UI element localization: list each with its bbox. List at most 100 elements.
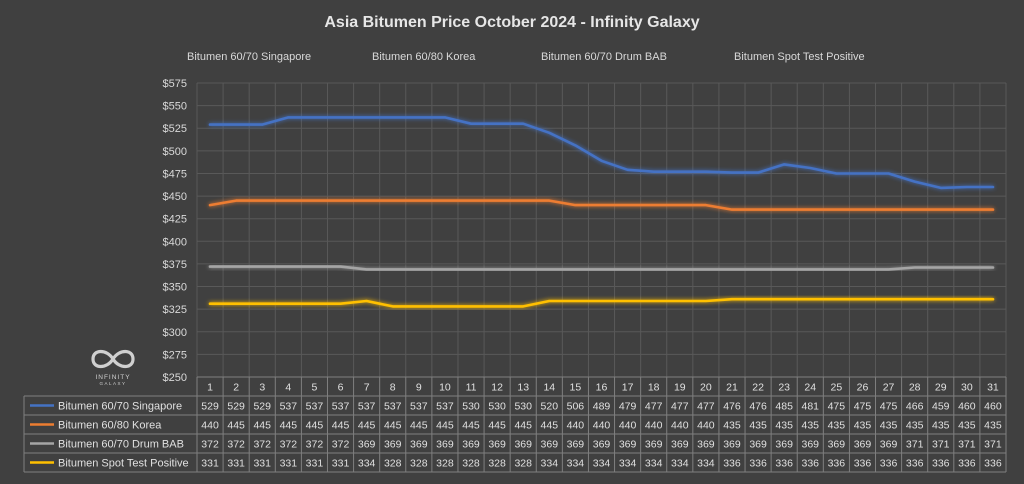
- y-tick-label: $575: [163, 78, 187, 90]
- table-header-cell: 3: [259, 382, 265, 394]
- table-cell: 369: [410, 439, 428, 451]
- y-axis: $250 $275 $300 $325 $350 $375 $400 $425 $450 $475…: [163, 78, 187, 384]
- table-header-cell: 20: [700, 382, 712, 394]
- y-tick-label: $275: [163, 349, 187, 361]
- table-cell: 369: [436, 439, 454, 451]
- table-cell: 369: [488, 439, 506, 451]
- table-cell: 445: [488, 420, 506, 432]
- y-tick-label: $500: [163, 146, 187, 158]
- table-cell: 328: [384, 458, 402, 470]
- table-cell: 466: [906, 401, 924, 413]
- series-lines: [208, 116, 995, 308]
- table-cell: 369: [358, 439, 376, 451]
- y-tick-label: $550: [163, 101, 187, 113]
- table-cell: 369: [593, 439, 611, 451]
- table-cell: 369: [384, 439, 402, 451]
- table-cell: 369: [671, 439, 689, 451]
- table-header-cell: 13: [517, 382, 529, 394]
- table-cell: 537: [436, 401, 454, 413]
- table-cell: 460: [984, 401, 1002, 413]
- table-row-label: Bitumen Spot Test Positive: [58, 458, 189, 470]
- table-header-cell: 19: [674, 382, 686, 394]
- table-cell: 334: [671, 458, 689, 470]
- table-cell: 537: [410, 401, 428, 413]
- table-cell: 477: [671, 401, 689, 413]
- infinity-galaxy-logo: INFINITY GALAXY: [91, 349, 135, 386]
- table-cell: 537: [358, 401, 376, 413]
- table-cell: 334: [567, 458, 585, 470]
- table-header-cell: 11: [466, 382, 477, 394]
- table-cell: 445: [384, 420, 402, 432]
- y-tick-label: $525: [163, 123, 187, 135]
- table-cell: 506: [567, 401, 585, 413]
- table-cell: 435: [958, 420, 976, 432]
- table-cell: 336: [723, 458, 741, 470]
- series-line-3: [208, 265, 995, 271]
- table-cell: 445: [227, 420, 245, 432]
- table-header-cell: 8: [390, 382, 396, 394]
- data-table: 1 2 3 4 5 6 7 8 9 10 11 12 13 14 15 16 17 18 19 20 21 22 23 24 2…: [23, 376, 1007, 473]
- table-header-cell: 7: [364, 382, 370, 394]
- table-cell: 372: [227, 439, 245, 451]
- y-tick-label: $450: [163, 191, 187, 203]
- table-cell: 530: [488, 401, 506, 413]
- table-cell: 440: [593, 420, 611, 432]
- table-header-cell: 5: [312, 382, 318, 394]
- y-tick-label: $325: [163, 304, 187, 316]
- table-header-cell: 1: [207, 382, 213, 394]
- table-header-cell: 30: [961, 382, 973, 394]
- table-header-cell: 12: [491, 382, 503, 394]
- table-cell: 336: [958, 458, 976, 470]
- table-cell: 328: [410, 458, 428, 470]
- table-cell: 331: [253, 458, 271, 470]
- table-cell: 331: [280, 458, 298, 470]
- table-header-cell: 15: [570, 382, 582, 394]
- table-header-cell: 22: [752, 382, 764, 394]
- table-header-cell: 31: [987, 382, 999, 394]
- table-cell: 435: [828, 420, 846, 432]
- table-cell: 440: [619, 420, 637, 432]
- table-cell: 477: [645, 401, 663, 413]
- y-tick-label: $400: [163, 236, 187, 248]
- table-cell: 336: [932, 458, 950, 470]
- table-cell: 372: [253, 439, 271, 451]
- table-cell: 475: [880, 401, 898, 413]
- table-cell: 369: [697, 439, 715, 451]
- table-cell: 435: [906, 420, 924, 432]
- table-cell: 477: [697, 401, 715, 413]
- table-cell: 537: [306, 401, 324, 413]
- table-cell: 369: [749, 439, 767, 451]
- table-cell: 520: [541, 401, 559, 413]
- table-cell: 369: [541, 439, 559, 451]
- table-cell: 489: [593, 401, 611, 413]
- table-cell: 445: [514, 420, 532, 432]
- table-cell: 334: [619, 458, 637, 470]
- table-cell: 445: [358, 420, 376, 432]
- table-cell: 331: [306, 458, 324, 470]
- table-cell: 440: [645, 420, 663, 432]
- table-cell: 445: [462, 420, 480, 432]
- table-cell: 435: [880, 420, 898, 432]
- table-cell: 435: [775, 420, 793, 432]
- table-cell: 328: [436, 458, 454, 470]
- table-cell: 328: [488, 458, 506, 470]
- table-cell: 435: [723, 420, 741, 432]
- y-tick-label: $350: [163, 282, 187, 294]
- table-cell: 336: [984, 458, 1002, 470]
- table-cell: 336: [749, 458, 767, 470]
- table-row-label: Bitumen 60/70 Drum BAB: [58, 439, 184, 451]
- table-cell: 372: [332, 439, 350, 451]
- table-cell: 460: [958, 401, 976, 413]
- table-cell: 369: [723, 439, 741, 451]
- table-cell: 529: [253, 401, 271, 413]
- table-cell: 369: [854, 439, 872, 451]
- table-header-cell: 9: [416, 382, 422, 394]
- table-header-cell: 18: [648, 382, 660, 394]
- table-cell: 331: [201, 458, 219, 470]
- table-cell: 476: [723, 401, 741, 413]
- table-cell: 369: [619, 439, 637, 451]
- table-cell: 435: [854, 420, 872, 432]
- table-row-label: Bitumen 60/70 Singapore: [58, 401, 182, 413]
- table-header-cell: 4: [285, 382, 291, 394]
